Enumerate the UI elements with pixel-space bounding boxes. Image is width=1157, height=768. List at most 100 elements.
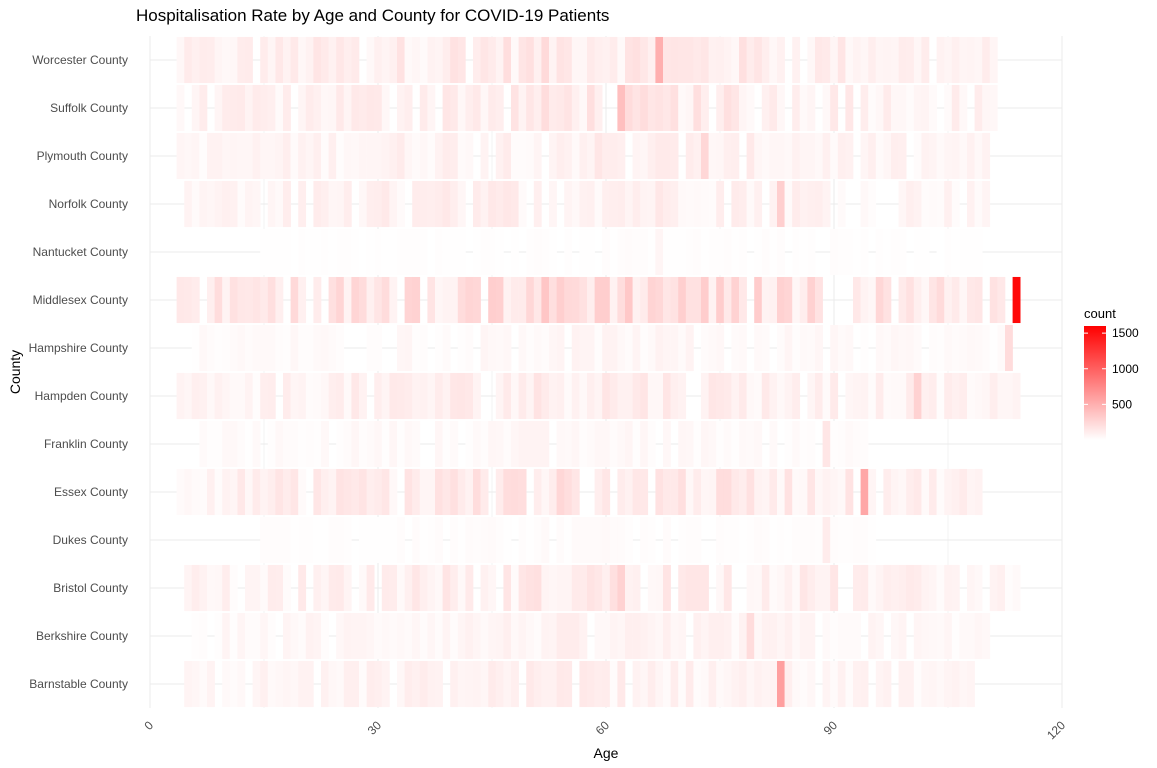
- heat-tile: [359, 228, 367, 276]
- heat-tile: [944, 468, 953, 516]
- heat-tile: [982, 36, 991, 84]
- heat-tile: [944, 276, 953, 324]
- heat-tile: [663, 228, 671, 276]
- heat-tile: [511, 564, 519, 612]
- heat-tile: [708, 660, 717, 708]
- heat-tile: [184, 564, 193, 612]
- heat-tile: [754, 372, 763, 420]
- y-tick-label: Plymouth County: [37, 149, 128, 163]
- heat-tile: [541, 84, 550, 132]
- heat-tile: [199, 372, 208, 420]
- heat-tile: [784, 276, 793, 324]
- heat-tile: [404, 372, 413, 420]
- heat-tile: [283, 372, 291, 420]
- heat-tile: [191, 468, 200, 516]
- heat-tile: [359, 660, 367, 708]
- heat-tile: [343, 660, 352, 708]
- heat-tile: [792, 420, 801, 468]
- heat-tile: [488, 660, 497, 708]
- heat-tile: [868, 372, 877, 420]
- heat-tile: [199, 564, 208, 612]
- heat-tile: [511, 612, 519, 660]
- heat-tile: [419, 84, 428, 132]
- chart-title: Hospitalisation Rate by Age and County f…: [136, 6, 610, 25]
- heat-tile: [685, 564, 694, 612]
- heat-tile: [533, 84, 542, 132]
- heat-tile: [860, 468, 869, 516]
- heat-tile: [321, 324, 329, 372]
- heat-tile: [450, 660, 459, 708]
- heat-tile: [754, 180, 763, 228]
- heat-tile: [518, 420, 527, 468]
- heat-tile: [739, 324, 747, 372]
- heat-tile: [359, 276, 367, 324]
- heat-tile: [419, 468, 428, 516]
- heat-tile: [184, 276, 193, 324]
- heat-tile: [381, 612, 390, 660]
- heat-tile: [267, 372, 276, 420]
- heat-tile: [184, 468, 193, 516]
- heat-tile: [549, 36, 557, 84]
- heat-tile: [419, 36, 428, 84]
- heat-tile: [625, 372, 633, 420]
- heat-tile: [944, 36, 953, 84]
- heat-tile: [822, 420, 831, 468]
- heat-tile: [389, 468, 398, 516]
- heat-tile: [967, 228, 975, 276]
- heat-tile: [237, 180, 246, 228]
- heat-tile: [564, 660, 573, 708]
- heat-tile: [784, 420, 793, 468]
- heat-tile: [541, 516, 550, 564]
- heat-tile: [419, 372, 428, 420]
- heat-tile: [769, 84, 778, 132]
- heat-tile: [640, 660, 649, 708]
- heat-tile: [997, 564, 1006, 612]
- heat-tile: [397, 132, 405, 180]
- heat-tile: [670, 468, 679, 516]
- heat-tile: [526, 420, 535, 468]
- heat-tile: [647, 372, 656, 420]
- heat-tile: [647, 180, 656, 228]
- heat-tile: [252, 324, 261, 372]
- heat-tile: [328, 324, 337, 372]
- heat-tile: [640, 468, 649, 516]
- heat-tile: [488, 36, 497, 84]
- heat-tile: [815, 180, 823, 228]
- heat-tile: [632, 324, 641, 372]
- heat-tile: [701, 132, 709, 180]
- heat-tile: [769, 36, 778, 84]
- heat-tile: [701, 324, 709, 372]
- heat-tile: [549, 228, 557, 276]
- heat-tile: [450, 228, 459, 276]
- heat-tile: [685, 516, 694, 564]
- heat-tile: [412, 564, 421, 612]
- heat-tile: [784, 180, 793, 228]
- heat-tile: [237, 420, 246, 468]
- heat-tile: [381, 36, 390, 84]
- heat-tile: [260, 84, 269, 132]
- heat-tile: [305, 228, 314, 276]
- heat-tile: [617, 84, 626, 132]
- heat-tile: [777, 180, 785, 228]
- heat-tile: [989, 276, 998, 324]
- heat-tile: [898, 36, 907, 84]
- heat-tile: [655, 180, 664, 228]
- heat-tile: [617, 564, 626, 612]
- heat-tile: [837, 660, 846, 708]
- heat-tile: [830, 84, 839, 132]
- heat-tile: [822, 180, 831, 228]
- heat-tile: [381, 372, 390, 420]
- heat-tile: [488, 612, 497, 660]
- heat-tile: [883, 228, 892, 276]
- heat-tile: [913, 564, 922, 612]
- heat-tile: [807, 84, 816, 132]
- heat-tile: [982, 372, 991, 420]
- heat-tile: [457, 276, 466, 324]
- heat-tile: [191, 36, 200, 84]
- heat-tile: [594, 324, 603, 372]
- heat-tile: [480, 84, 489, 132]
- heat-tile: [366, 276, 375, 324]
- heat-tile: [359, 612, 367, 660]
- heat-tile: [974, 324, 983, 372]
- heat-tile: [473, 468, 481, 516]
